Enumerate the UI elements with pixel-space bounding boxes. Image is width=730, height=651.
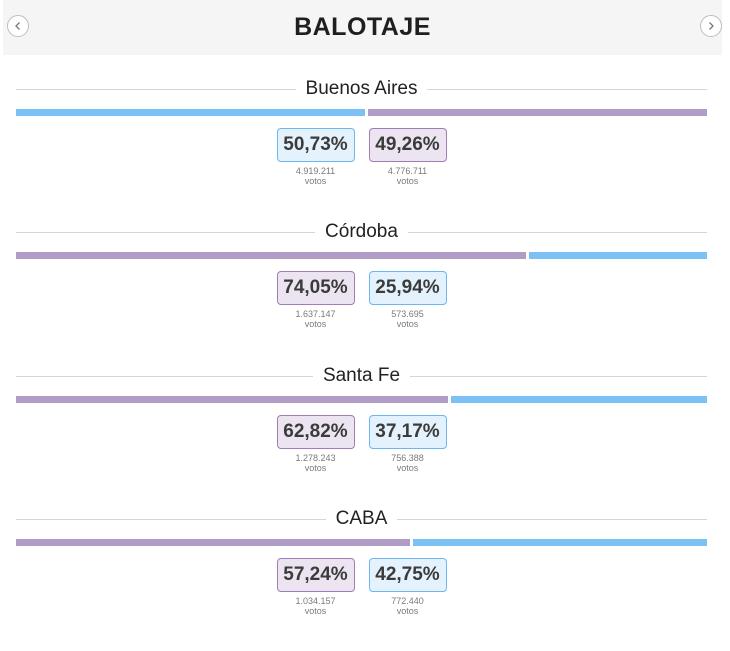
votes-label: votos [304,319,327,329]
result-bar-segment-purple [16,539,410,546]
result-bar-segment-purple [16,396,449,403]
votes-label: votos [304,176,327,186]
region-name: CABA [325,508,398,530]
percentage-badge: 49,26% [368,128,447,162]
region-title-row: Córdoba [16,221,707,243]
candidate-result: 62,82% 1.278.243 votos [276,415,355,473]
votes-label: votos [304,606,327,616]
candidate-result: 50,73% 4.919.211 votos [276,128,355,186]
vote-count: 772.440 [391,596,424,606]
result-bar [16,396,707,403]
candidate-results: 50,73% 4.919.211 votos 49,26% 4.776.711 votos [16,128,707,186]
percentage-badge: 62,82% [276,415,355,449]
candidate-result: 74,05% 1.637.147 votos [276,271,355,329]
vote-count: 756.388 [391,453,424,463]
votes-label: votos [396,463,419,473]
prev-arrow-button[interactable] [7,15,29,37]
region-name: Buenos Aires [295,78,428,100]
candidate-result: 42,75% 772.440 votos [368,558,447,616]
result-bar [16,252,707,259]
result-bar-segment-purple [16,252,526,259]
vote-count: 573.695 [391,309,424,319]
vote-count: 1.637.147 [295,309,336,319]
percentage-badge: 74,05% [276,271,355,305]
chevron-right-icon [709,22,714,30]
percentage-badge: 25,94% [368,271,447,305]
result-bar-segment-blue [451,396,707,403]
candidate-results: 57,24% 1.034.157 votos 42,75% 772.440 votos [16,558,707,616]
page-title: BALOTAJE [294,13,431,41]
percentage-badge: 50,73% [276,128,355,162]
votes-label: votos [304,463,327,473]
region-result: Santa Fe 62,82% 1.278.243 votos 37,17% 756.38… [16,365,707,508]
candidate-result: 49,26% 4.776.711 votos [368,128,447,186]
votes-label: votos [396,606,419,616]
percentage-badge: 42,75% [368,558,447,592]
vote-count: 4.919.211 [295,166,336,176]
candidate-result: 37,17% 756.388 votos [368,415,447,473]
region-name: Córdoba [315,221,408,243]
result-bar-segment-purple [368,109,707,116]
candidate-results: 74,05% 1.637.147 votos 25,94% 573.695 votos [16,271,707,329]
candidate-result: 57,24% 1.034.157 votos [276,558,355,616]
votes-label: votos [396,319,419,329]
region-result: CABA 57,24% 1.034.157 votos 42,75% 772.440 vot… [16,508,707,651]
region-title-row: CABA [16,508,707,530]
next-arrow-button[interactable] [700,15,722,37]
vote-count: 1.278.243 [295,453,336,463]
chevron-left-icon [15,22,20,30]
candidate-result: 25,94% 573.695 votos [368,271,447,329]
region-result: Buenos Aires 50,73% 4.919.211 votos 49,26% 4.… [16,78,707,221]
percentage-badge: 37,17% [368,415,447,449]
vote-count: 4.776.711 [387,166,428,176]
vote-count: 1.034.157 [295,596,336,606]
region-name: Santa Fe [312,365,411,387]
region-result: Córdoba 74,05% 1.637.147 votos 25,94% 573.695… [16,221,707,364]
result-bar-segment-blue [16,109,366,116]
result-bar [16,539,707,546]
candidate-results: 62,82% 1.278.243 votos 37,17% 756.388 votos [16,415,707,473]
region-title-row: Santa Fe [16,365,707,387]
region-title-row: Buenos Aires [16,78,707,100]
votes-label: votos [396,176,419,186]
header: BALOTAJE [3,0,722,55]
result-bar-segment-blue [412,539,707,546]
percentage-badge: 57,24% [276,558,355,592]
result-bar-segment-blue [528,252,707,259]
result-bar [16,109,707,116]
